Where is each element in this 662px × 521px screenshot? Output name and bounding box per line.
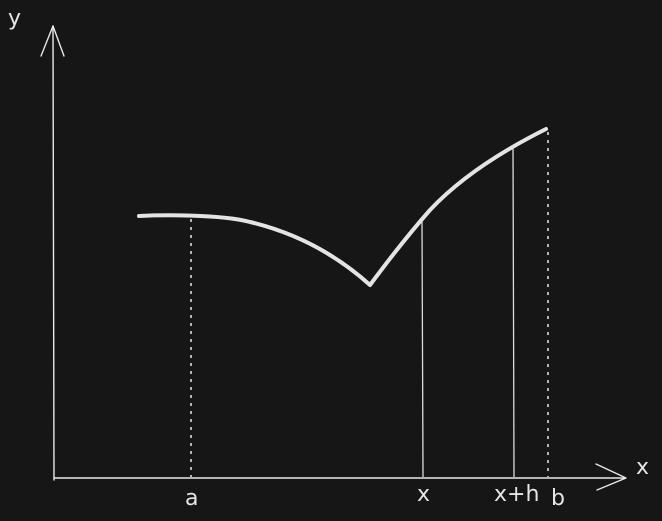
tick-label-b: b (551, 486, 565, 511)
tick-label-x-plus-h: x+h (494, 482, 539, 507)
x-axis-arrowhead (595, 463, 627, 491)
x-axis (53, 463, 627, 491)
y-axis-arrowhead (40, 25, 65, 57)
x-axis-label: x (636, 455, 649, 480)
tick-label-a: a (185, 486, 198, 511)
function-curve (137, 127, 548, 287)
guide-line-x (421, 220, 424, 478)
y-axis (40, 25, 65, 481)
y-axis-label: y (8, 6, 21, 31)
guide-line-x-plus-h (512, 144, 515, 478)
y-axis-line (52, 25, 55, 481)
tick-label-x: x (417, 482, 430, 507)
